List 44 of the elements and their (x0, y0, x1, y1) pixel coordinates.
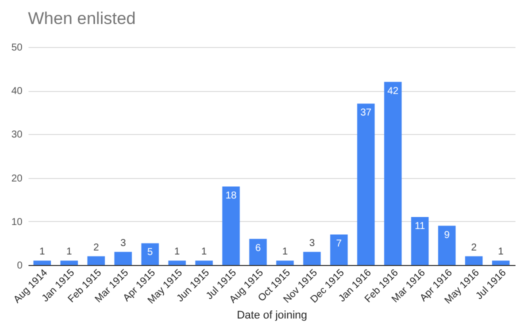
bar (357, 104, 375, 265)
bar (141, 243, 159, 265)
bar (411, 217, 429, 265)
data-label: 1 (66, 246, 72, 258)
bar (222, 186, 240, 265)
bar (384, 82, 402, 265)
y-tick-label: 40 (11, 86, 23, 98)
data-label: 1 (282, 246, 288, 258)
bar (168, 260, 186, 265)
bar (330, 234, 348, 265)
chart-title: When enlisted (28, 9, 136, 28)
data-label: 3 (120, 238, 126, 249)
y-tick-label: 0 (16, 260, 23, 272)
bar (195, 260, 213, 265)
data-label: 1 (174, 246, 180, 258)
data-label: 18 (225, 190, 238, 202)
bar (33, 260, 51, 265)
y-tick-label: 20 (11, 173, 23, 184)
bar (492, 260, 510, 265)
y-tick-label: 30 (11, 130, 23, 141)
bar (60, 260, 78, 265)
bar (438, 226, 456, 265)
y-tick-label: 10 (11, 216, 23, 228)
x-axis-title: Date of joining (236, 310, 308, 322)
data-label: 2 (471, 242, 478, 254)
bar (465, 256, 483, 265)
data-label: 1 (201, 246, 208, 258)
data-label: 9 (444, 230, 450, 241)
bar (303, 252, 321, 265)
data-label: 42 (387, 86, 399, 97)
data-label: 6 (255, 242, 262, 254)
data-label: 1 (39, 246, 46, 258)
data-label: 1 (498, 246, 504, 258)
bar (249, 238, 267, 265)
data-label: 7 (336, 238, 342, 250)
data-label: 3 (309, 238, 316, 249)
bar (114, 252, 132, 265)
data-label: 11 (414, 221, 426, 232)
bar (87, 256, 105, 265)
data-label: 37 (360, 108, 372, 119)
y-tick-label: 50 (11, 42, 23, 54)
data-label: 5 (147, 247, 154, 258)
bar (276, 260, 294, 265)
data-label: 2 (93, 242, 100, 254)
